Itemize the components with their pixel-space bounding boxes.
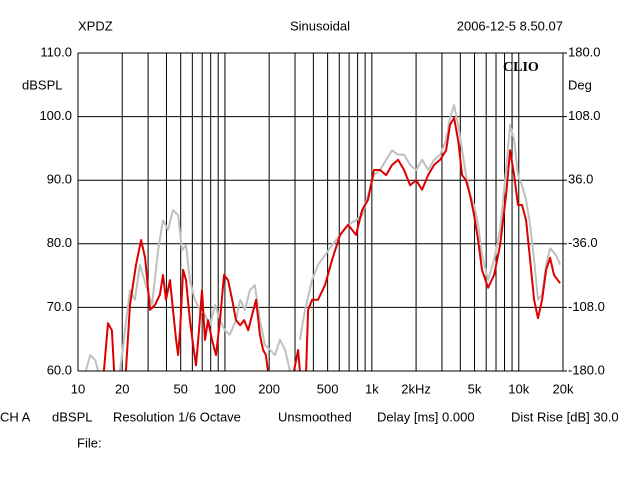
x-tick-label: 20k (553, 381, 574, 396)
y-tick-label: 60.0 (47, 362, 72, 377)
footer-text: Resolution 1/6 Octave (113, 409, 241, 424)
x-tick-label: 100 (214, 381, 236, 396)
annotation: CLIO (503, 60, 539, 75)
y2-tick-label: 180.0 (568, 44, 601, 59)
series-line (102, 116, 561, 371)
y2-tick-label: -108.0 (568, 299, 605, 314)
y2-tick-label: 108.0 (568, 108, 601, 123)
y-axis-label: dBSPL (22, 77, 62, 92)
series-line (84, 104, 562, 371)
plot-frame (77, 52, 564, 372)
x-tick-label: 2kHz (401, 381, 431, 396)
header-text: Sinusoidal (290, 18, 350, 33)
y-tick-label: 80.0 (47, 235, 72, 250)
footer-text: Unsmoothed (278, 409, 352, 424)
y2-axis-label: Deg (568, 77, 592, 92)
footer-text: dBSPL (52, 409, 92, 424)
footer-text: CH A (0, 409, 31, 424)
footer-text: Delay [ms] 0.000 (377, 409, 475, 424)
y2-tick-label: -180.0 (568, 362, 605, 377)
y-tick-label: 70.0 (47, 299, 72, 314)
y-tick-label: 90.0 (47, 172, 72, 187)
y2-tick-label: -36.0 (568, 235, 598, 250)
x-tick-label: 50 (173, 381, 187, 396)
x-tick-label: 200 (258, 381, 280, 396)
x-tick-label: 20 (115, 381, 129, 396)
y2-tick-label: 36.0 (568, 172, 593, 187)
x-tick-label: 10 (71, 381, 85, 396)
footer-text: Dist Rise [dB] 30.0 (511, 409, 619, 424)
x-tick-label: 5k (468, 381, 482, 396)
header-text: 2006-12-5 8.50.07 (457, 18, 563, 33)
file-label: File: (77, 435, 102, 450)
x-tick-label: 10k (508, 381, 529, 396)
x-tick-label: 500 (317, 381, 339, 396)
y-tick-label: 100.0 (39, 108, 72, 123)
y-tick-label: 110.0 (40, 44, 72, 59)
header-text: XPDZ (78, 18, 113, 33)
x-tick-label: 1k (365, 381, 379, 396)
